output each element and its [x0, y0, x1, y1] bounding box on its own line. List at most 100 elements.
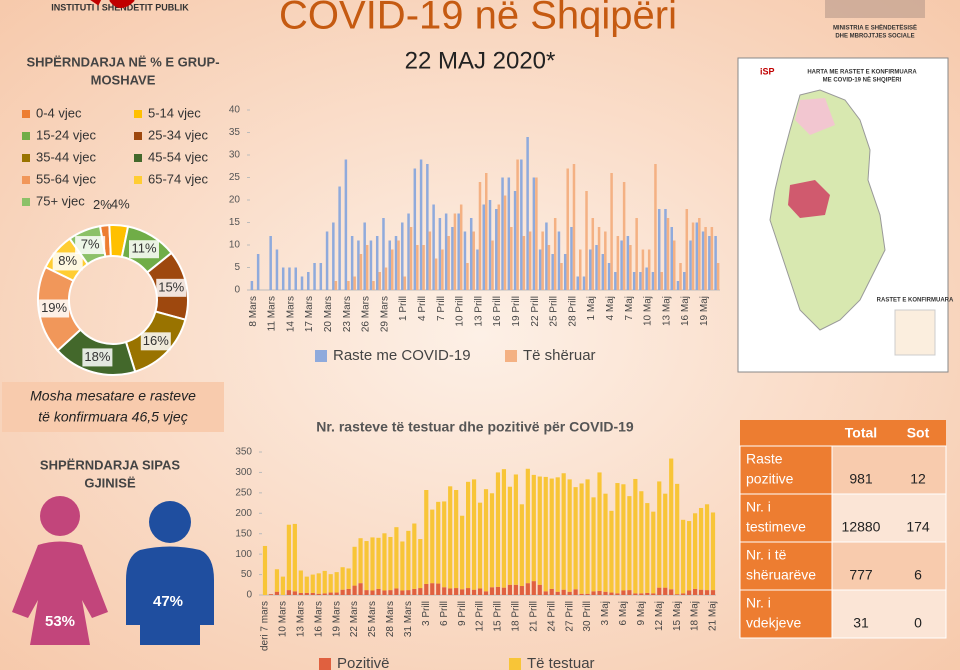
bar [597, 227, 601, 290]
x-tick-label: 30 Prill [582, 601, 593, 632]
row-value-cell [831, 541, 947, 591]
y-tick-label: 100 [235, 549, 252, 560]
bar [627, 590, 632, 595]
map-region [795, 98, 835, 135]
bar [382, 590, 387, 595]
slice-label-bg [75, 236, 106, 255]
bar [488, 200, 492, 290]
bar [316, 573, 321, 594]
slice-label: 4% [111, 197, 130, 212]
bar [280, 576, 285, 595]
bar [685, 209, 689, 290]
x-tick-label: 11 Mars [267, 296, 278, 331]
bar [513, 474, 518, 585]
y-tick-label: 5 [234, 262, 240, 273]
bar [537, 584, 542, 595]
x-tick-label: 13 Maj [661, 296, 672, 326]
bar [319, 263, 323, 290]
x-tick-label: 12 Maj [654, 601, 665, 631]
table-header [740, 420, 946, 446]
legend-label: 45-54 vjec [148, 149, 208, 164]
bar [485, 173, 488, 290]
x-tick-label: 3 Prill [421, 601, 432, 626]
bar [460, 515, 465, 590]
bar [281, 267, 285, 290]
bar [710, 227, 714, 290]
bar [397, 240, 400, 290]
legend-swatch [134, 110, 142, 118]
bar [256, 254, 260, 290]
bar [633, 593, 638, 595]
note-box [2, 382, 224, 432]
bar [454, 489, 459, 589]
bar [448, 486, 453, 589]
bar [609, 510, 614, 593]
bar [394, 236, 398, 290]
bar [607, 263, 611, 290]
bar [579, 593, 584, 595]
bar [651, 593, 656, 595]
row-value-cell [831, 445, 947, 495]
legend-swatch [134, 176, 142, 184]
legend-label: 15-24 vjec [36, 127, 96, 142]
row-label: pozitive [746, 471, 794, 487]
bar [413, 168, 417, 290]
bar [363, 222, 366, 290]
legend-label: 65-74 vjec [148, 171, 208, 186]
bar [466, 588, 471, 595]
bar [438, 218, 442, 290]
x-tick-label: 4 Maj [605, 296, 616, 320]
bar [626, 236, 630, 290]
bar [391, 249, 394, 290]
bar [675, 594, 680, 595]
bar [551, 254, 554, 290]
bar [635, 218, 638, 290]
bar [454, 588, 459, 595]
bar [603, 493, 608, 592]
row-label-cell [739, 589, 833, 639]
legend-swatch [134, 154, 142, 162]
bar [418, 588, 423, 595]
bar [478, 182, 482, 290]
bar [651, 511, 656, 594]
bar [344, 159, 348, 290]
bar [525, 583, 530, 595]
bar [566, 168, 569, 290]
legend-label: Raste me COVID-19 [333, 347, 471, 364]
bar [430, 509, 435, 584]
slice-label-bg [129, 240, 160, 259]
female-figure [12, 496, 108, 645]
bar [334, 572, 339, 593]
bar [647, 249, 651, 290]
bar [495, 472, 501, 587]
bar [442, 501, 447, 588]
bar [651, 272, 655, 290]
bar [501, 177, 504, 290]
x-tick-label: 7 Prill [436, 296, 447, 321]
logo [90, 0, 135, 8]
bar [666, 218, 670, 290]
slice-label: 7% [81, 237, 100, 252]
x-tick-label: 4 Prill [417, 296, 428, 321]
legend-swatch [22, 132, 30, 140]
bar [537, 476, 542, 585]
bar [570, 227, 573, 290]
bar [639, 491, 644, 594]
x-tick-label: 16 Prill [492, 296, 503, 327]
bar [426, 164, 429, 290]
x-tick-label: 1 Prill [398, 296, 409, 321]
bar [701, 231, 705, 290]
legend-swatch [134, 132, 142, 140]
bar [522, 236, 526, 290]
y-tick-label: 0 [246, 590, 252, 601]
x-tick-label: 3 Maj [600, 601, 611, 625]
bar [298, 592, 303, 595]
bar [447, 236, 450, 290]
bar [507, 584, 512, 595]
legend-swatch [509, 658, 521, 670]
bar [567, 479, 572, 592]
bar [501, 587, 507, 595]
bar [489, 493, 495, 588]
bar [621, 590, 626, 595]
